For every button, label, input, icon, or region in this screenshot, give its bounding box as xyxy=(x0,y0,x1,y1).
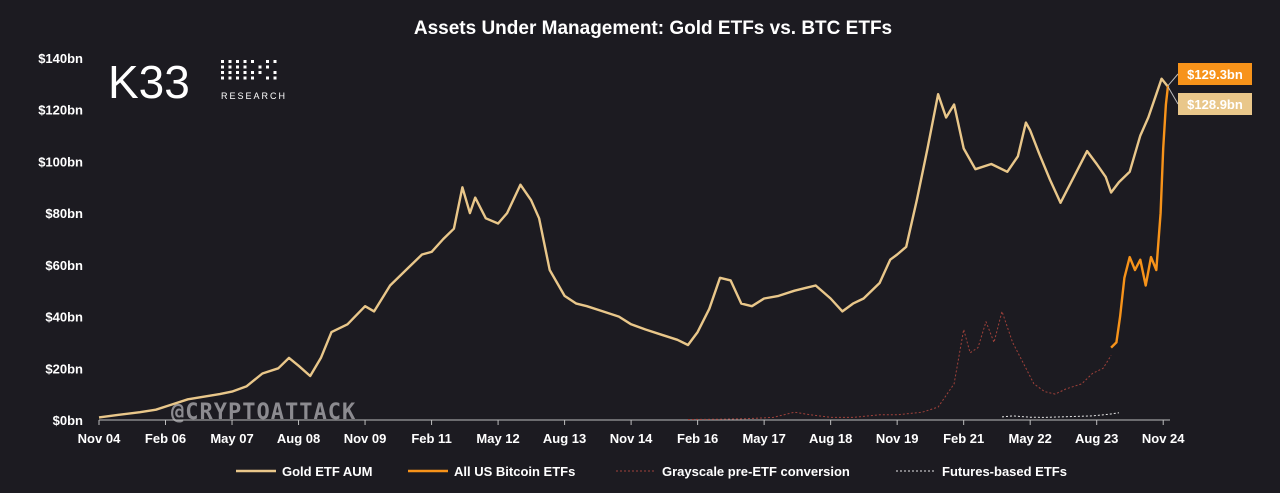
logo-dot xyxy=(243,65,247,69)
logo-wordmark: K33 xyxy=(108,56,190,108)
series-line-1 xyxy=(98,77,1169,419)
x-axis: Nov 04 Feb 06 May 07 Aug 08 Nov 09 Feb 11 May … xyxy=(78,419,1185,446)
legend: Gold ETF AUM All US Bitcoin ETFs Grayscale… xyxy=(236,464,1067,479)
callout-badge xyxy=(1178,93,1252,115)
logo-dot xyxy=(221,71,224,74)
x-tick-label: Feb 21 xyxy=(943,431,984,446)
y-tick-label: $140bn xyxy=(38,51,83,66)
logo-dot xyxy=(266,76,269,80)
logo-dot xyxy=(273,71,277,74)
callout-leader xyxy=(1167,86,1179,105)
legend-item: Grayscale pre-ETF conversion xyxy=(616,464,850,479)
callout-label: $129.3bn xyxy=(1187,67,1243,82)
legend-label: Grayscale pre-ETF conversion xyxy=(662,464,850,479)
logo-dot-grid-icon xyxy=(221,60,277,80)
y-tick-label: $100bn xyxy=(38,154,83,169)
x-tick-label: May 07 xyxy=(210,431,253,446)
y-tick-label: $0bn xyxy=(53,413,83,428)
x-tick-label: Aug 08 xyxy=(277,431,320,446)
logo-dot xyxy=(236,65,239,69)
series-line-2 xyxy=(1110,85,1170,349)
x-tick-label: Nov 04 xyxy=(78,431,121,446)
y-tick-label: $60bn xyxy=(45,258,83,273)
legend-item: All US Bitcoin ETFs xyxy=(408,464,575,479)
logo-dot xyxy=(251,76,254,80)
legend-item: Gold ETF AUM xyxy=(236,464,373,479)
x-tick-label: Nov 09 xyxy=(344,431,387,446)
logo-dot xyxy=(228,71,232,74)
logo-dot xyxy=(251,71,254,74)
x-tick-label: Feb 06 xyxy=(145,431,186,446)
y-tick-label: $120bn xyxy=(38,103,83,118)
x-tick-label: Aug 23 xyxy=(1075,431,1118,446)
legend-label: Futures-based ETFs xyxy=(942,464,1067,479)
logo-dot xyxy=(221,65,224,69)
y-tick-label: $20bn xyxy=(45,361,83,376)
y-tick-label: $40bn xyxy=(45,310,83,325)
logo-dot xyxy=(236,76,239,80)
logo-dot xyxy=(243,60,247,63)
x-tick-label: Feb 11 xyxy=(411,431,451,446)
logo-dot xyxy=(236,71,239,74)
series-line-3 xyxy=(687,310,1112,420)
chart-title: Assets Under Management: Gold ETFs vs. B… xyxy=(414,18,892,39)
logo-dot xyxy=(258,65,262,69)
x-tick-label: Nov 24 xyxy=(1142,431,1185,446)
logo-dot xyxy=(243,76,247,80)
logo-dot xyxy=(273,60,277,63)
callout-label: $128.9bn xyxy=(1187,97,1243,112)
series-layer xyxy=(98,77,1170,420)
y-axis: $0bn $20bn $40bn $60bn $80bn $100bn $120bn $140… xyxy=(38,51,83,428)
legend-label: Gold ETF AUM xyxy=(282,464,373,479)
x-tick-label: May 12 xyxy=(476,431,519,446)
logo-dot xyxy=(228,76,232,80)
logo-dot xyxy=(266,65,269,69)
y-tick-label: $80bn xyxy=(45,206,83,221)
callout-badge xyxy=(1178,63,1252,85)
logo-subtitle: RESEARCH xyxy=(221,91,287,101)
legend-item: Futures-based ETFs xyxy=(896,464,1067,479)
x-tick-label: May 22 xyxy=(1008,431,1051,446)
value-callouts: $129.3bn $128.9bn xyxy=(1167,63,1252,115)
x-tick-label: May 17 xyxy=(742,431,785,446)
x-tick-label: Nov 19 xyxy=(876,431,919,446)
logo-dot xyxy=(221,76,224,80)
logo-dot xyxy=(243,71,247,74)
logo-dot xyxy=(228,60,232,63)
x-tick-label: Nov 14 xyxy=(610,431,653,446)
logo-dot xyxy=(273,76,277,80)
k33-logo: K33 RESEARCH xyxy=(108,56,287,108)
x-tick-label: Feb 16 xyxy=(677,431,718,446)
logo-dot xyxy=(236,60,239,63)
logo-dot xyxy=(221,60,224,63)
logo-dot xyxy=(228,65,232,69)
x-tick-label: Aug 18 xyxy=(809,431,852,446)
watermark-text: @CRYPTOATTACK xyxy=(171,400,356,425)
callout-leader xyxy=(1167,73,1179,86)
x-tick-label: Aug 13 xyxy=(543,431,586,446)
series-line-4 xyxy=(1001,412,1120,418)
logo-dot xyxy=(251,60,254,63)
logo-dot xyxy=(266,60,269,63)
logo-dot xyxy=(258,71,262,74)
legend-label: All US Bitcoin ETFs xyxy=(454,464,575,479)
